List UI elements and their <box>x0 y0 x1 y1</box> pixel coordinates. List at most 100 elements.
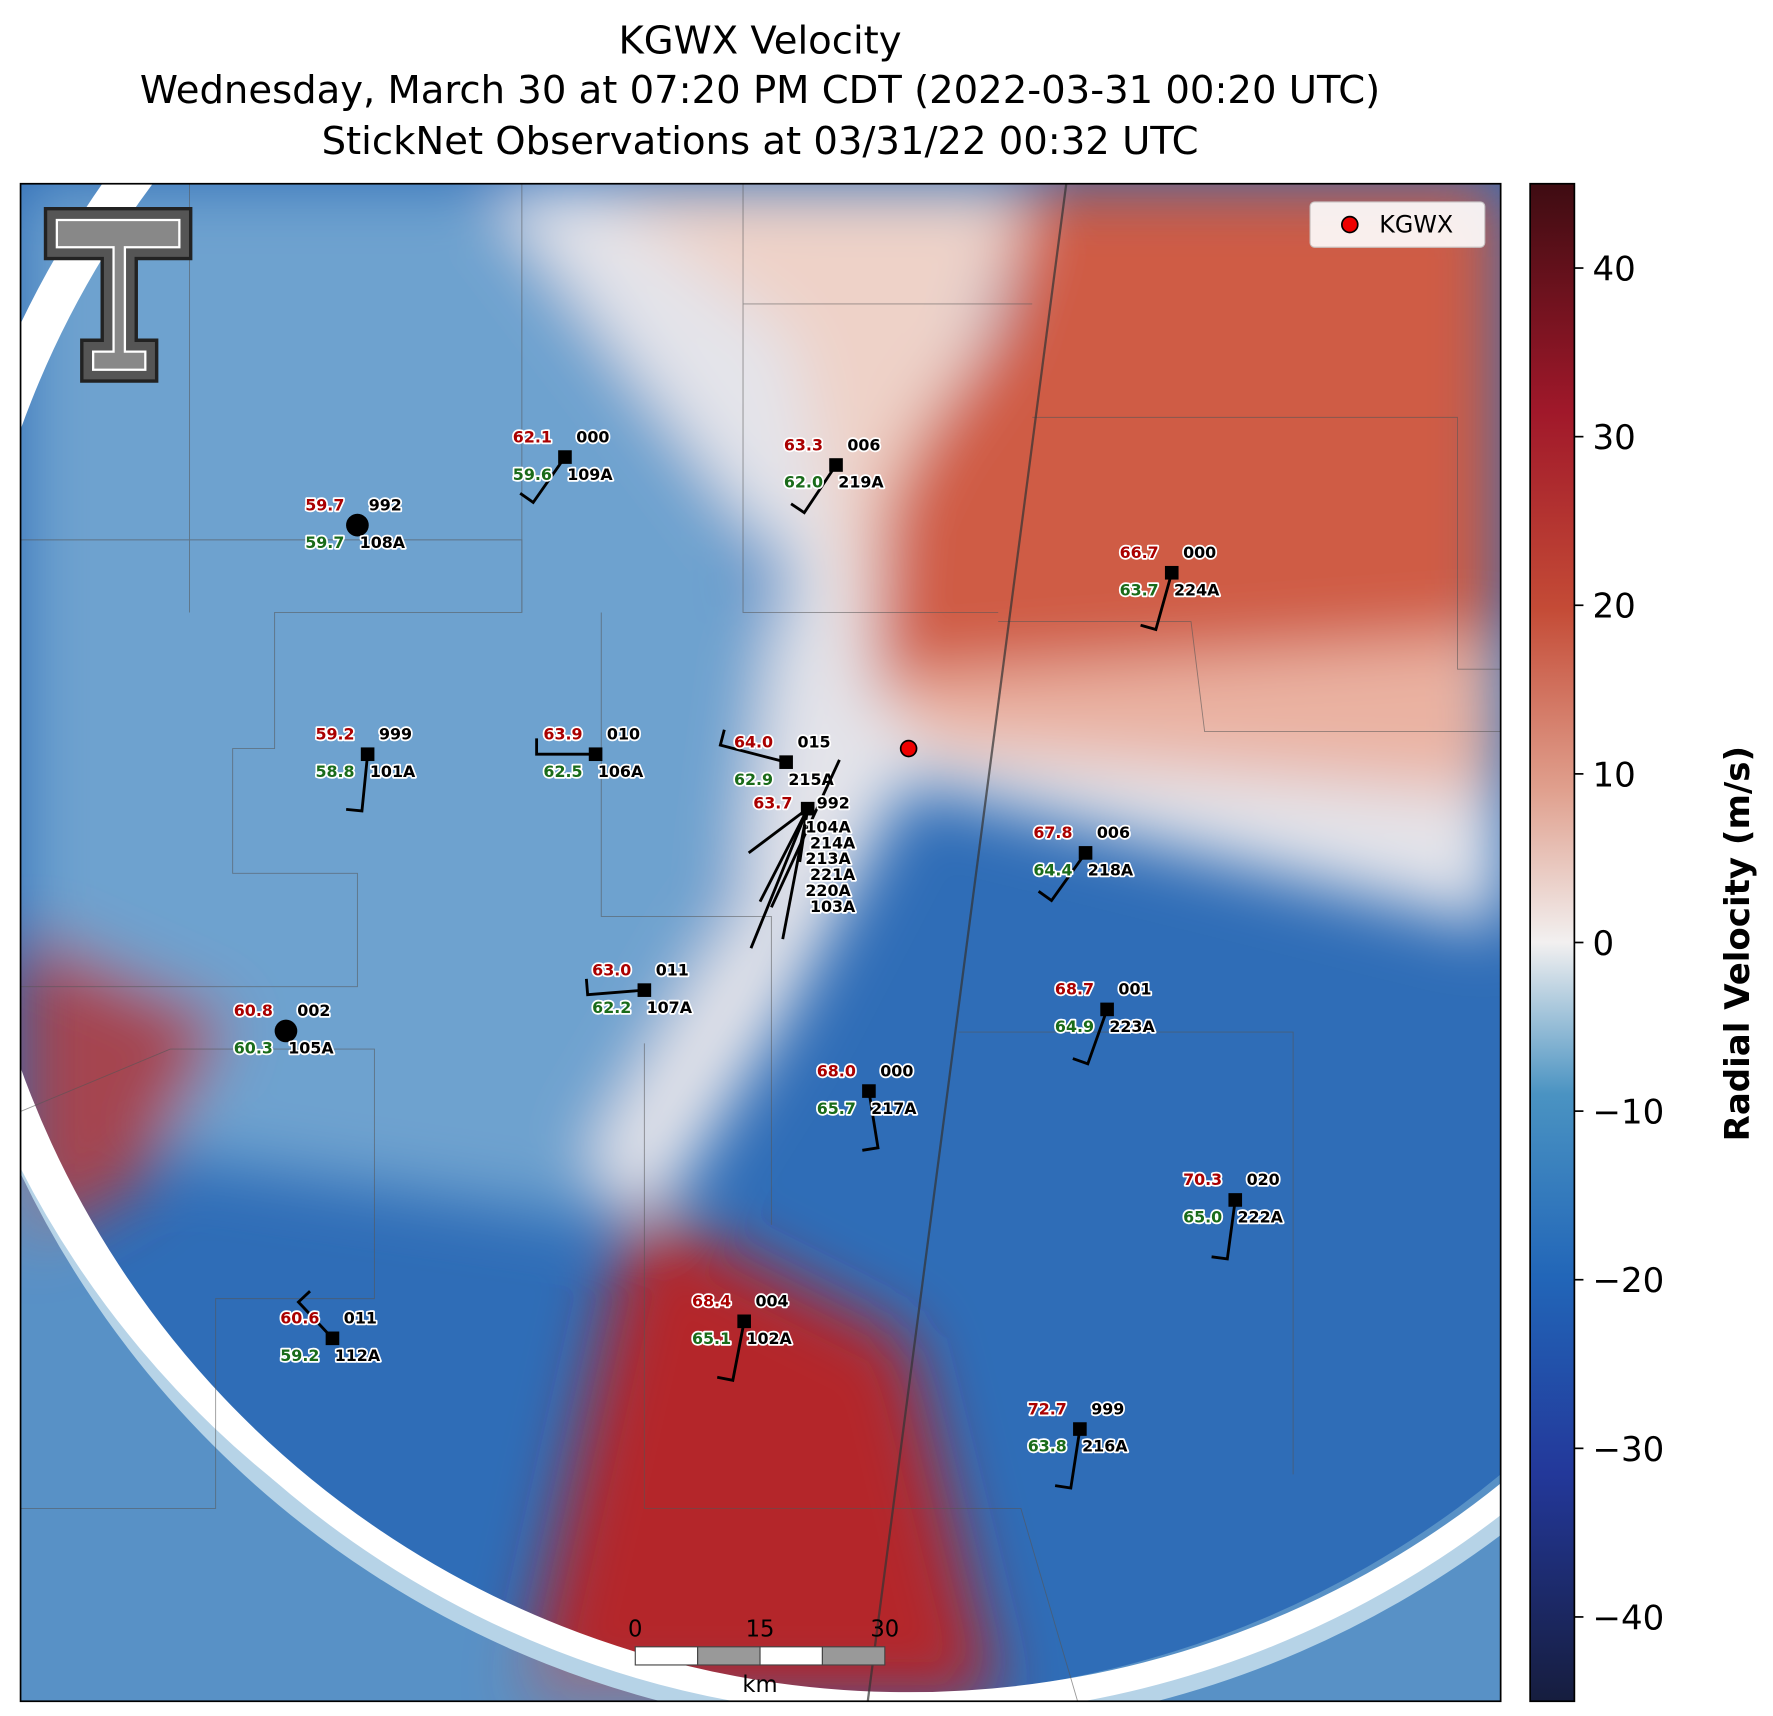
pressure-code: 992 <box>817 794 850 813</box>
colorbar-tick-label: 0 <box>1593 924 1615 964</box>
station: 60.8 002 60.3 105A <box>232 1000 336 1060</box>
pressure-code: 999 <box>1091 1399 1124 1418</box>
legend-label: KGWX <box>1379 211 1453 239</box>
wind-barb <box>747 807 809 855</box>
pressure-code: 006 <box>847 435 880 454</box>
scale-label: 15 <box>746 1617 775 1643</box>
scale-segment <box>821 1646 886 1666</box>
temperature: 59.7 <box>305 495 344 514</box>
station: 68.7 001 64.9 223A <box>1053 978 1157 1066</box>
wind-barb <box>1072 1008 1109 1066</box>
radar-site <box>899 739 918 758</box>
temperature: 62.1 <box>513 427 552 446</box>
colorbar-tick-label: −20 <box>1593 1261 1665 1301</box>
pressure-code: 000 <box>880 1061 913 1080</box>
colorbar <box>1529 182 1576 1703</box>
station: 62.1 000 59.6 109A <box>511 426 615 505</box>
title: KGWX Velocity <box>618 18 901 63</box>
colorbar-tick-label: 10 <box>1593 755 1636 795</box>
pressure-code: 004 <box>756 1292 789 1311</box>
wind-barb <box>718 729 787 764</box>
station-id: 103A <box>810 897 856 916</box>
dewpoint: 62.2 <box>592 998 631 1017</box>
scale-segment <box>697 1646 761 1666</box>
temperature: 66.7 <box>1120 543 1159 562</box>
wind-barb <box>790 464 838 515</box>
station-id: 107A <box>647 998 693 1017</box>
station-id: 106A <box>598 762 644 781</box>
station: 63.9 010 62.5 106A <box>535 723 646 783</box>
dewpoint: 58.8 <box>315 762 354 781</box>
temperature: 63.0 <box>592 960 631 979</box>
station-marker <box>346 513 369 537</box>
dewpoint: 59.6 <box>513 465 552 484</box>
dewpoint: 62.5 <box>543 762 582 781</box>
station-id: 101A <box>370 762 416 781</box>
wind-barb <box>770 759 841 908</box>
colorbar-label: Radial Velocity (m/s) <box>1718 746 1758 1141</box>
temperature: 68.0 <box>817 1061 856 1080</box>
dewpoint: 64.4 <box>1033 861 1072 880</box>
pressure-code: 015 <box>797 732 830 751</box>
dewpoint: 65.7 <box>817 1099 856 1118</box>
colorbar-tick-label: 20 <box>1593 587 1636 627</box>
temperature: 68.7 <box>1055 980 1094 999</box>
subtitle: StickNet Observations at 03/31/22 00:32 … <box>322 119 1199 164</box>
station-id: 216A <box>1082 1437 1128 1456</box>
dewpoint: 65.0 <box>1183 1208 1222 1227</box>
station: 59.2 999 58.8 101A <box>314 723 418 813</box>
pressure-code: 999 <box>379 724 412 743</box>
station-id: 218A <box>1088 861 1134 880</box>
wind-barb <box>1140 572 1174 632</box>
pressure-code: 011 <box>344 1309 377 1328</box>
wind-barb <box>749 808 809 949</box>
pressure-code: 020 <box>1247 1170 1280 1189</box>
temperature: 60.8 <box>234 1001 273 1020</box>
scale-label: 30 <box>870 1617 899 1643</box>
station-id: 219A <box>838 473 884 492</box>
station: 59.7 992 59.7 108A <box>304 494 408 554</box>
wind-barb <box>1054 1428 1082 1490</box>
temperature: 59.2 <box>315 724 354 743</box>
station-id: 224A <box>1174 580 1220 599</box>
temperature: 63.3 <box>784 435 823 454</box>
station: 72.7 999 63.8 216A <box>1026 1398 1130 1490</box>
wind-barb <box>519 456 567 505</box>
pressure-code: 010 <box>607 724 640 743</box>
station: 63.3 006 62.0 219A <box>782 434 886 515</box>
dewpoint: 60.3 <box>234 1039 273 1058</box>
pressure-code: 000 <box>576 427 609 446</box>
station-id: 223A <box>1109 1017 1155 1036</box>
subtitle: Wednesday, March 30 at 07:20 PM CDT (202… <box>140 68 1380 113</box>
wind-barb <box>535 738 596 756</box>
scale-segment <box>759 1646 823 1666</box>
pressure-code: 992 <box>369 495 402 514</box>
temperature: 68.4 <box>692 1292 731 1311</box>
temperature: 63.7 <box>753 794 792 813</box>
wind-barb <box>862 1090 880 1152</box>
dewpoint: 65.1 <box>692 1329 731 1348</box>
colorbar-tick-label: −10 <box>1593 1093 1665 1133</box>
dewpoint: 63.8 <box>1028 1437 1067 1456</box>
dewpoint: 63.7 <box>1120 580 1159 599</box>
station: 63.0 011 62.2 107A <box>584 959 694 1019</box>
station: 66.7 000 63.7 224A <box>1118 541 1222 632</box>
wind-barb <box>346 754 370 813</box>
station-id: 109A <box>567 465 613 484</box>
station-id: 215A <box>788 770 834 789</box>
wind-barb <box>1037 852 1087 903</box>
temperature: 70.3 <box>1183 1170 1222 1189</box>
station-id: 105A <box>288 1039 334 1058</box>
station-id: 214A <box>810 833 856 852</box>
wind-barb <box>758 808 809 903</box>
station: 68.0 000 65.7 217A <box>815 1060 919 1152</box>
scale-segment <box>634 1646 699 1666</box>
logo <box>43 206 193 383</box>
station: 64.0 015 62.9 215A <box>718 729 836 791</box>
station-id: 112A <box>335 1346 381 1365</box>
colorbar-tick-label: 40 <box>1593 250 1636 290</box>
station: 68.4 004 65.1 102A <box>690 1290 794 1382</box>
